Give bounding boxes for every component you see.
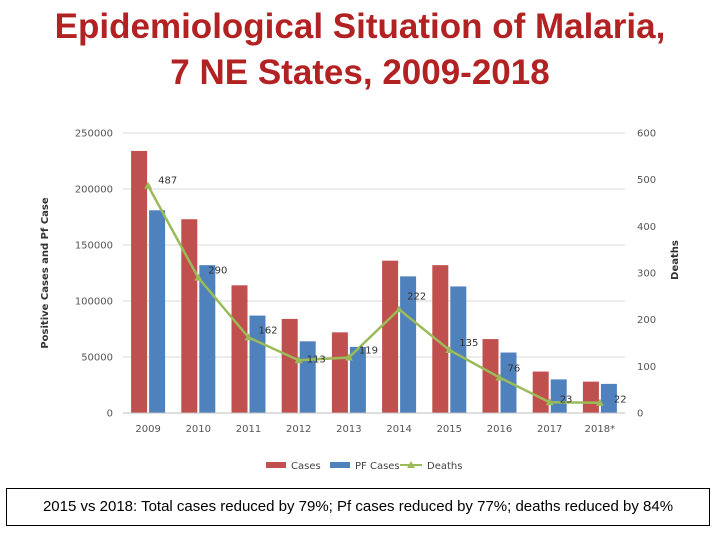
deaths-marker bbox=[194, 273, 203, 281]
deaths-line bbox=[147, 185, 600, 404]
pf-bar bbox=[199, 265, 216, 413]
y-right-tick-label: 200 bbox=[637, 315, 656, 326]
deaths-data-label: 135 bbox=[459, 338, 478, 349]
deaths-marker bbox=[545, 398, 554, 406]
deaths-data-label: 22 bbox=[614, 395, 627, 406]
deaths-marker bbox=[595, 398, 604, 406]
deaths-data-label: 222 bbox=[407, 291, 426, 302]
legend-marker-deaths bbox=[407, 461, 415, 468]
y-right-tick-label: 0 bbox=[637, 409, 643, 420]
x-tick-label: 2016 bbox=[487, 424, 512, 435]
y-axis-title: Positive Cases and Pf Case bbox=[40, 197, 51, 349]
y-right-tick-label: 600 bbox=[637, 129, 656, 140]
deaths-marker bbox=[144, 181, 153, 189]
x-tick-label: 2015 bbox=[437, 424, 462, 435]
legend-label-pf: PF Cases bbox=[355, 461, 400, 472]
legend-swatch-pf bbox=[330, 462, 350, 468]
x-tick-label: 2018* bbox=[585, 424, 615, 435]
title-line-2: 7 NE States, 2009-2018 bbox=[170, 53, 550, 92]
y-tick-label: 250000 bbox=[75, 129, 113, 140]
legend-label-cases: Cases bbox=[291, 461, 321, 472]
legend-swatch-cases bbox=[266, 462, 286, 468]
pf-bar bbox=[400, 276, 417, 413]
y-right-axis-title: Deaths bbox=[670, 240, 681, 280]
y-tick-label: 0 bbox=[107, 409, 113, 420]
y-tick-label: 100000 bbox=[75, 297, 113, 308]
y-tick-label: 50000 bbox=[81, 353, 113, 364]
cases-bar bbox=[331, 332, 348, 413]
x-tick-label: 2013 bbox=[336, 424, 361, 435]
title-line-1: Epidemiological Situation of Malaria, bbox=[54, 7, 666, 46]
pf-bar bbox=[299, 341, 316, 413]
cases-bar bbox=[482, 339, 499, 413]
y-right-tick-label: 400 bbox=[637, 222, 656, 233]
deaths-marker bbox=[445, 346, 454, 353]
deaths-data-label: 119 bbox=[359, 345, 378, 356]
deaths-marker bbox=[244, 333, 253, 341]
legend-label-deaths: Deaths bbox=[427, 461, 462, 472]
chart-title: Epidemiological Situation of Malaria, 7 … bbox=[0, 4, 720, 96]
deaths-data-label: 290 bbox=[208, 266, 227, 277]
x-tick-label: 2009 bbox=[135, 424, 160, 435]
deaths-data-label: 113 bbox=[307, 354, 326, 365]
summary-note: 2015 vs 2018: Total cases reduced by 79%… bbox=[6, 488, 710, 526]
cases-bar bbox=[582, 381, 599, 413]
pf-bar bbox=[550, 379, 567, 413]
x-tick-label: 2014 bbox=[386, 424, 411, 435]
y-right-tick-label: 100 bbox=[637, 362, 656, 373]
deaths-data-label: 23 bbox=[560, 394, 573, 405]
cases-bar bbox=[382, 260, 399, 413]
deaths-data-label: 162 bbox=[259, 325, 278, 336]
x-tick-label: 2012 bbox=[286, 424, 311, 435]
deaths-marker bbox=[395, 305, 404, 313]
cases-bar bbox=[131, 150, 148, 414]
cases-bar bbox=[231, 285, 248, 413]
deaths-data-label: 487 bbox=[158, 176, 177, 187]
y-right-tick-label: 300 bbox=[637, 269, 656, 280]
y-right-tick-label: 500 bbox=[637, 175, 656, 186]
pf-bar bbox=[450, 286, 467, 413]
deaths-marker bbox=[344, 353, 353, 361]
x-tick-label: 2017 bbox=[537, 424, 562, 435]
cases-bar bbox=[532, 371, 549, 413]
pf-bar bbox=[349, 346, 366, 413]
pf-bar bbox=[600, 383, 617, 413]
cases-bar bbox=[432, 265, 449, 413]
y-tick-label: 200000 bbox=[75, 185, 113, 196]
y-tick-label: 150000 bbox=[75, 241, 113, 252]
deaths-data-label: 76 bbox=[508, 364, 521, 375]
cases-bar bbox=[281, 318, 298, 413]
x-tick-label: 2011 bbox=[236, 424, 261, 435]
malaria-chart: 0 50000 100000 150000 200000 250000 0 100 200 300… bbox=[40, 129, 681, 473]
cases-bar bbox=[181, 219, 198, 413]
x-tick-label: 2010 bbox=[186, 424, 211, 435]
deaths-marker bbox=[495, 373, 504, 381]
deaths-marker bbox=[294, 356, 303, 364]
pf-bar bbox=[149, 210, 166, 413]
